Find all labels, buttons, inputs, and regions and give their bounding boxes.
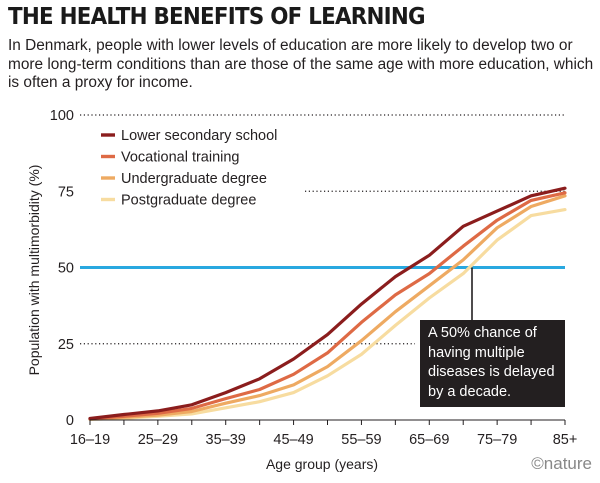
gridlines [80, 114, 565, 345]
x-tick-label-75–79: 75–79 [477, 432, 517, 448]
legend: Lower secondary school Vocational trainin… [101, 128, 277, 209]
x-tick-label-55–59: 55–59 [341, 432, 381, 448]
y-tick-label-0: 0 [66, 413, 74, 429]
legend-label-lower-secondary-school: Lower secondary school [121, 128, 277, 144]
series-layer [88, 186, 567, 421]
x-tick-label-35–39: 35–39 [206, 432, 246, 448]
axes-layer: 0 25 50 75 100 16–19 25–29 35–39 45–49 55–59 65–69… [50, 108, 578, 448]
y-axis-label: Population with multimorbidity (%) [26, 164, 42, 376]
y-tick-label-75: 75 [58, 184, 74, 200]
legend-label-undergraduate-degree: Undergraduate degree [121, 171, 267, 187]
series-line-vocational-training [88, 191, 567, 421]
x-tick-label-25–29: 25–29 [138, 432, 178, 448]
legend-label-postgraduate-degree: Postgraduate degree [121, 193, 256, 209]
x-tick-label-45–49: 45–49 [273, 432, 313, 448]
y-tick-label-100: 100 [50, 108, 74, 124]
x-tick-label-65–69: 65–69 [409, 432, 449, 448]
chart-title: THE HEALTH BENEFITS OF LEARNING [8, 4, 426, 30]
x-tick-label-16–19: 16–19 [70, 432, 110, 448]
chart-subtitle: In Denmark, people with lower levels of … [8, 37, 594, 91]
legend-label-vocational-training: Vocational training [121, 150, 240, 166]
y-tick-label-50: 50 [58, 261, 74, 277]
annotation-callout: A 50% chance of having multiple diseases… [420, 320, 565, 407]
nature-credit: ©nature [531, 454, 592, 473]
series-line-lower-secondary-school [88, 186, 567, 421]
y-tick-label-25: 25 [58, 337, 74, 353]
x-axis-label: Age group (years) [265, 456, 379, 472]
series-line-undergraduate-degree [88, 194, 567, 421]
x-tick-label-85+: 85+ [553, 432, 578, 448]
